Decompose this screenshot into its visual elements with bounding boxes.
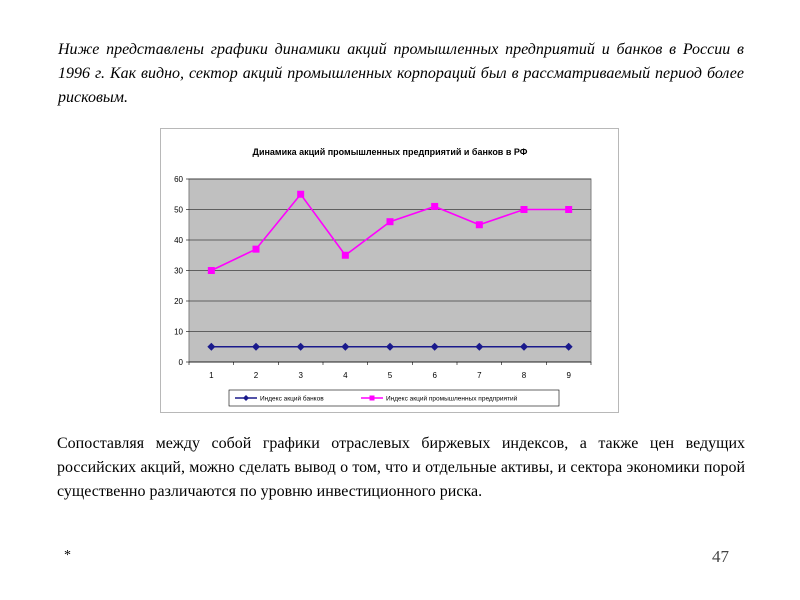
series-0-point-1 <box>252 342 260 351</box>
series-0-point-5 <box>430 342 439 351</box>
series-1-point-6 <box>475 221 483 229</box>
x-tick-label-1: 1 <box>209 371 214 380</box>
conclusion-paragraph: Сопоставляя между собой графики отраслев… <box>57 435 745 500</box>
chart-title: Динамика акций промышленных предприятий … <box>253 147 528 157</box>
slide-marker: * <box>64 548 71 563</box>
series-0-point-8 <box>564 342 573 351</box>
chart-container: Динамика акций промышленных предприятий … <box>160 128 619 413</box>
series-1-point-1 <box>252 245 260 253</box>
series-0-point-7 <box>520 342 528 351</box>
series-1-point-2 <box>297 190 305 198</box>
series-0-point-0 <box>207 342 216 351</box>
y-tick-label-10: 10 <box>174 328 183 337</box>
series-0-point-6 <box>475 342 484 351</box>
series-0-point-2 <box>296 342 305 351</box>
legend-marker-1 <box>369 395 375 401</box>
series-0-point-3 <box>341 342 350 351</box>
x-tick-label-5: 5 <box>388 371 393 380</box>
x-tick-label-4: 4 <box>343 371 348 380</box>
x-tick-label-3: 3 <box>298 371 303 380</box>
y-tick-label-0: 0 <box>179 358 184 367</box>
series-1-point-5 <box>431 202 439 210</box>
x-tick-label-6: 6 <box>432 371 437 380</box>
legend-box <box>228 389 560 407</box>
x-tick-label-7: 7 <box>477 371 482 380</box>
page-number: 47 <box>712 547 729 566</box>
series-1-point-0 <box>207 267 215 274</box>
intro-paragraph: Ниже представлены графики динамики акций… <box>58 41 744 106</box>
y-tick-label-40: 40 <box>174 236 183 245</box>
legend-label-1: Индекс акций промышленных предприятий <box>386 395 518 403</box>
y-tick-label-50: 50 <box>174 206 183 215</box>
x-tick-label-2: 2 <box>254 371 259 380</box>
y-tick-label-60: 60 <box>174 175 183 184</box>
line-chart: Динамика акций промышленных предприятий … <box>174 147 592 407</box>
series-1-point-8 <box>565 206 573 213</box>
series-0-point-4 <box>386 342 394 351</box>
x-tick-label-8: 8 <box>522 371 527 380</box>
x-tick-label-9: 9 <box>566 371 571 380</box>
y-tick-label-30: 30 <box>174 267 183 276</box>
legend-label-0: Индекс акций банков <box>260 395 324 403</box>
series-1-point-7 <box>520 206 528 213</box>
series-1-point-3 <box>341 251 349 259</box>
series-1-point-4 <box>386 218 394 226</box>
legend-marker-0 <box>243 395 249 401</box>
y-tick-label-20: 20 <box>174 297 183 306</box>
